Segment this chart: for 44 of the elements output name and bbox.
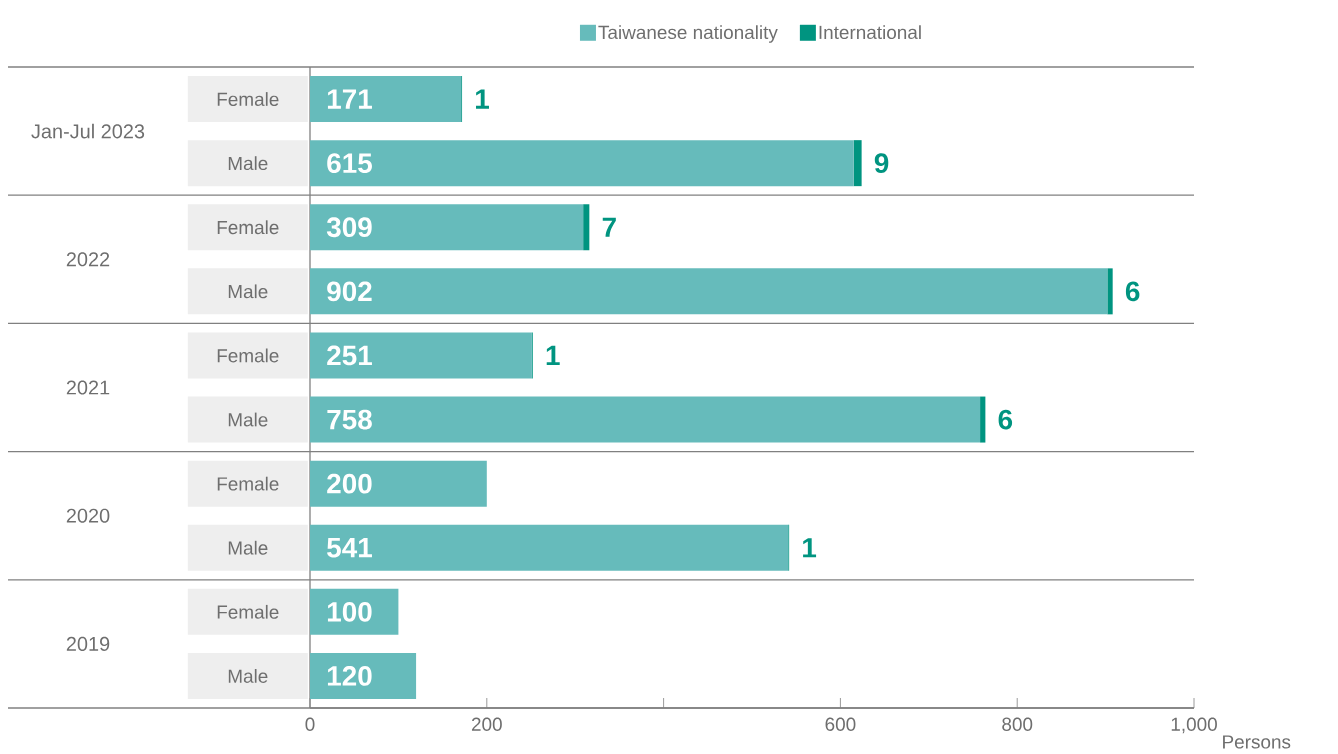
data-label: 615 <box>327 153 372 174</box>
text: 2022 <box>66 252 110 267</box>
y-tick-label: Female <box>217 476 279 491</box>
y-tick-label: Male <box>228 284 268 299</box>
data-label: 1 <box>803 538 817 558</box>
data-label: 7 <box>602 217 616 237</box>
y-tick-label: Female <box>217 604 279 619</box>
x-axis-title: Persons <box>1223 735 1291 749</box>
legend-label: Taiwanese nationality <box>598 25 778 43</box>
x-tick-label: 0 <box>305 717 315 731</box>
legend-label: International <box>819 25 921 40</box>
data-label: 6 <box>998 409 1013 430</box>
x-tick-label: 1,000 <box>1171 717 1217 734</box>
y-tick-label: Female <box>217 348 279 363</box>
data-label: 200 <box>327 473 372 494</box>
x-tick-label: 800 <box>1002 717 1033 731</box>
x-tick-label: 600 <box>825 717 856 731</box>
data-label: 309 <box>326 217 372 238</box>
text: 2019 <box>66 636 110 651</box>
y-tick-label: Male <box>228 669 268 683</box>
text: Jan-Jul 2023 <box>31 123 145 139</box>
text: 2020 <box>66 508 110 523</box>
y-tick-label: Male <box>228 412 268 427</box>
y-tick-label: Male <box>228 156 268 171</box>
y-tick-label: Female <box>217 92 279 106</box>
bar <box>1107 268 1113 315</box>
data-label: 541 <box>327 538 372 558</box>
bar <box>583 204 590 251</box>
data-label: 902 <box>327 281 372 302</box>
data-label: 9 <box>874 153 889 174</box>
data-label: 1 <box>546 345 560 366</box>
y-tick-label: Male <box>228 540 268 555</box>
y-tick-label: Female <box>217 220 279 235</box>
bar <box>853 140 862 187</box>
data-label: 758 <box>327 409 372 430</box>
data-label: 6 <box>1125 281 1140 302</box>
data-label: 120 <box>327 666 372 686</box>
data-label: 100 <box>327 601 372 622</box>
text: 2021 <box>66 380 110 395</box>
data-label: 251 <box>327 345 372 366</box>
bar <box>980 396 986 443</box>
x-tick-label: 200 <box>471 717 502 731</box>
data-label: 171 <box>327 89 372 109</box>
data-label: 1 <box>476 89 489 109</box>
